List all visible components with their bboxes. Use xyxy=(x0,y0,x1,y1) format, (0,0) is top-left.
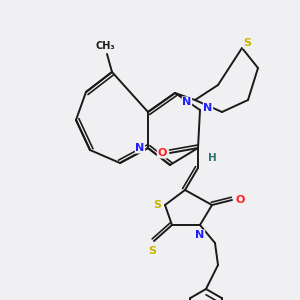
Text: H: H xyxy=(208,153,216,163)
Text: CH₃: CH₃ xyxy=(95,41,115,51)
Text: S: S xyxy=(153,200,161,210)
Text: N: N xyxy=(182,97,192,107)
Text: S: S xyxy=(243,38,251,48)
Text: O: O xyxy=(157,148,167,158)
Text: N: N xyxy=(135,143,145,153)
Text: N: N xyxy=(203,103,213,113)
Text: S: S xyxy=(148,246,156,256)
Text: O: O xyxy=(235,195,245,205)
Text: N: N xyxy=(195,230,205,240)
